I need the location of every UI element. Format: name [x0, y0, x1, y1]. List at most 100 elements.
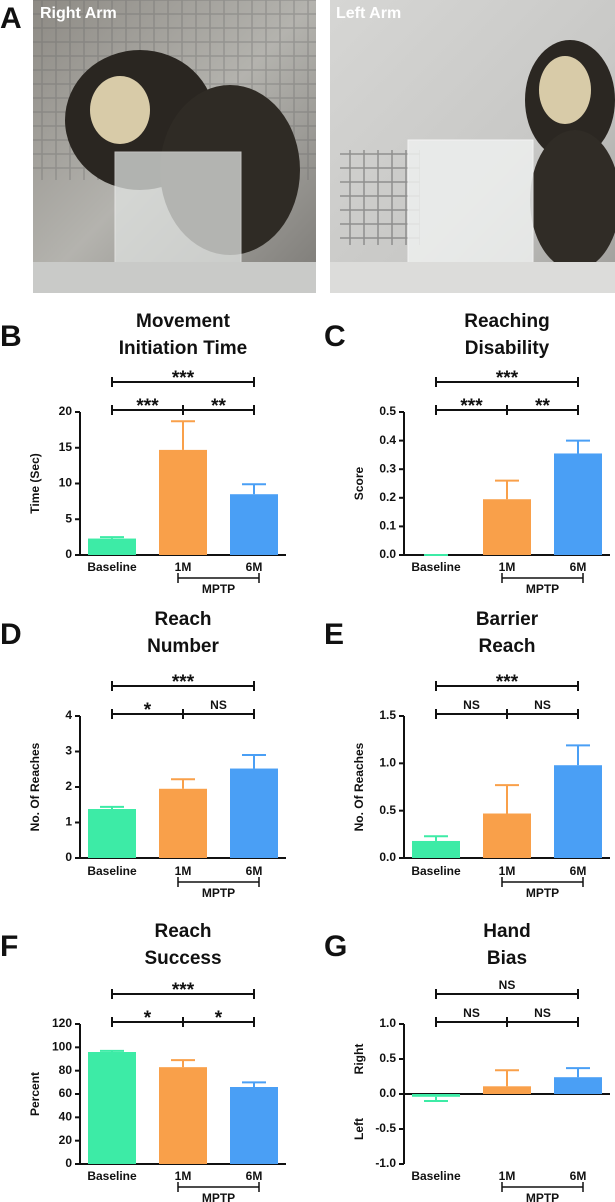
y-tick-label: 4	[65, 708, 72, 722]
y-axis-label: Left	[352, 1118, 366, 1140]
bar	[483, 813, 531, 858]
y-axis-label: Time (Sec)	[28, 453, 42, 513]
bar	[230, 768, 278, 858]
y-tick-label: 0.1	[379, 519, 396, 533]
y-tick-label: 0.4	[379, 433, 396, 447]
bar	[88, 538, 136, 555]
significance-label: NS	[534, 1006, 551, 1020]
x-tick-label: Baseline	[87, 864, 137, 878]
panel-letter: A	[0, 2, 22, 35]
bar	[554, 1077, 602, 1094]
y-tick-label: 0.5	[379, 1051, 396, 1065]
significance-label: ***	[136, 396, 159, 417]
chart-title: Movement	[136, 311, 231, 332]
x-tick-label: 6M	[570, 864, 587, 878]
chart-title: Success	[144, 948, 221, 969]
chart-title: Reach	[478, 636, 535, 657]
y-axis-label: Right	[352, 1044, 366, 1075]
y-tick-label: 20	[59, 1133, 73, 1147]
y-tick-label: 40	[59, 1110, 73, 1124]
y-tick-label: 2	[65, 779, 72, 793]
panel-letter: F	[0, 930, 18, 963]
significance-label: **	[535, 396, 550, 417]
significance-label: NS	[534, 698, 551, 712]
x-tick-label: Baseline	[87, 560, 137, 574]
y-tick-label: 0	[65, 1156, 72, 1170]
x-tick-label: 1M	[499, 1169, 516, 1183]
y-tick-label: -1.0	[375, 1156, 396, 1170]
chart-title: Initiation Time	[119, 338, 247, 359]
y-tick-label: 3	[65, 744, 72, 758]
y-tick-label: 1.0	[379, 756, 396, 770]
significance-label: ***	[496, 368, 519, 389]
y-axis-label: Score	[352, 467, 366, 501]
y-tick-label: 10	[59, 476, 73, 490]
group-label: MPTP	[202, 1191, 235, 1202]
group-label: MPTP	[202, 582, 235, 596]
bar	[159, 788, 207, 858]
y-tick-label: 120	[52, 1016, 72, 1030]
significance-label: NS	[463, 698, 480, 712]
chart-title: Barrier	[476, 609, 539, 630]
significance-label: ***	[172, 672, 195, 693]
significance-label: NS	[463, 1006, 480, 1020]
panel-letter: C	[324, 320, 346, 353]
photo-label: Right Arm	[40, 5, 117, 22]
y-tick-label: 20	[59, 404, 73, 418]
y-tick-label: 0.5	[379, 803, 396, 817]
y-tick-label: 0.0	[379, 1086, 396, 1100]
chart-title: Bias	[487, 948, 527, 969]
x-tick-label: 1M	[499, 864, 516, 878]
bar	[159, 1067, 207, 1164]
y-tick-label: -0.5	[375, 1121, 396, 1135]
y-tick-label: 1.5	[379, 708, 396, 722]
x-tick-label: 1M	[175, 1169, 192, 1183]
y-tick-label: 80	[59, 1063, 73, 1077]
bar	[483, 499, 531, 555]
y-tick-label: 0.3	[379, 461, 396, 475]
chart-title: Hand	[483, 921, 531, 942]
significance-label: *	[215, 1008, 223, 1029]
panel-letter: G	[324, 930, 347, 963]
significance-label: **	[211, 396, 226, 417]
x-tick-label: 1M	[175, 560, 192, 574]
y-axis-label: No. Of Reaches	[352, 742, 366, 831]
y-tick-label: 15	[59, 440, 73, 454]
x-tick-label: Baseline	[411, 1169, 461, 1183]
chart-title: Disability	[465, 338, 550, 359]
bar	[412, 840, 460, 858]
group-label: MPTP	[526, 1191, 559, 1202]
x-tick-label: Baseline	[411, 864, 461, 878]
significance-label: ***	[496, 672, 519, 693]
bar	[230, 1087, 278, 1164]
bar	[230, 494, 278, 555]
bar	[88, 809, 136, 858]
bar	[412, 1094, 460, 1097]
y-tick-label: 100	[52, 1040, 72, 1054]
y-tick-label: 0	[65, 547, 72, 561]
y-tick-label: 0.0	[379, 547, 396, 561]
bar	[554, 453, 602, 555]
panel-letter: D	[0, 618, 22, 651]
y-axis-label: Percent	[28, 1072, 42, 1116]
bar	[483, 1086, 531, 1094]
panel-letter: E	[324, 618, 344, 651]
significance-label: ***	[172, 368, 195, 389]
significance-label: ***	[460, 396, 483, 417]
y-tick-label: 0.2	[379, 490, 396, 504]
significance-label: ***	[172, 980, 195, 1001]
x-tick-label: Baseline	[411, 560, 461, 574]
group-label: MPTP	[526, 582, 559, 596]
bar	[88, 1052, 136, 1164]
chart-title: Number	[147, 636, 219, 657]
group-label: MPTP	[202, 886, 235, 900]
y-tick-label: 0	[65, 850, 72, 864]
x-tick-label: 6M	[246, 864, 263, 878]
chart-title: Reaching	[464, 311, 550, 332]
chart-title: Reach	[154, 921, 211, 942]
y-tick-label: 0.0	[379, 850, 396, 864]
x-tick-label: 1M	[175, 864, 192, 878]
photo-left-arm	[330, 0, 615, 293]
y-tick-label: 60	[59, 1086, 73, 1100]
x-tick-label: 1M	[499, 560, 516, 574]
